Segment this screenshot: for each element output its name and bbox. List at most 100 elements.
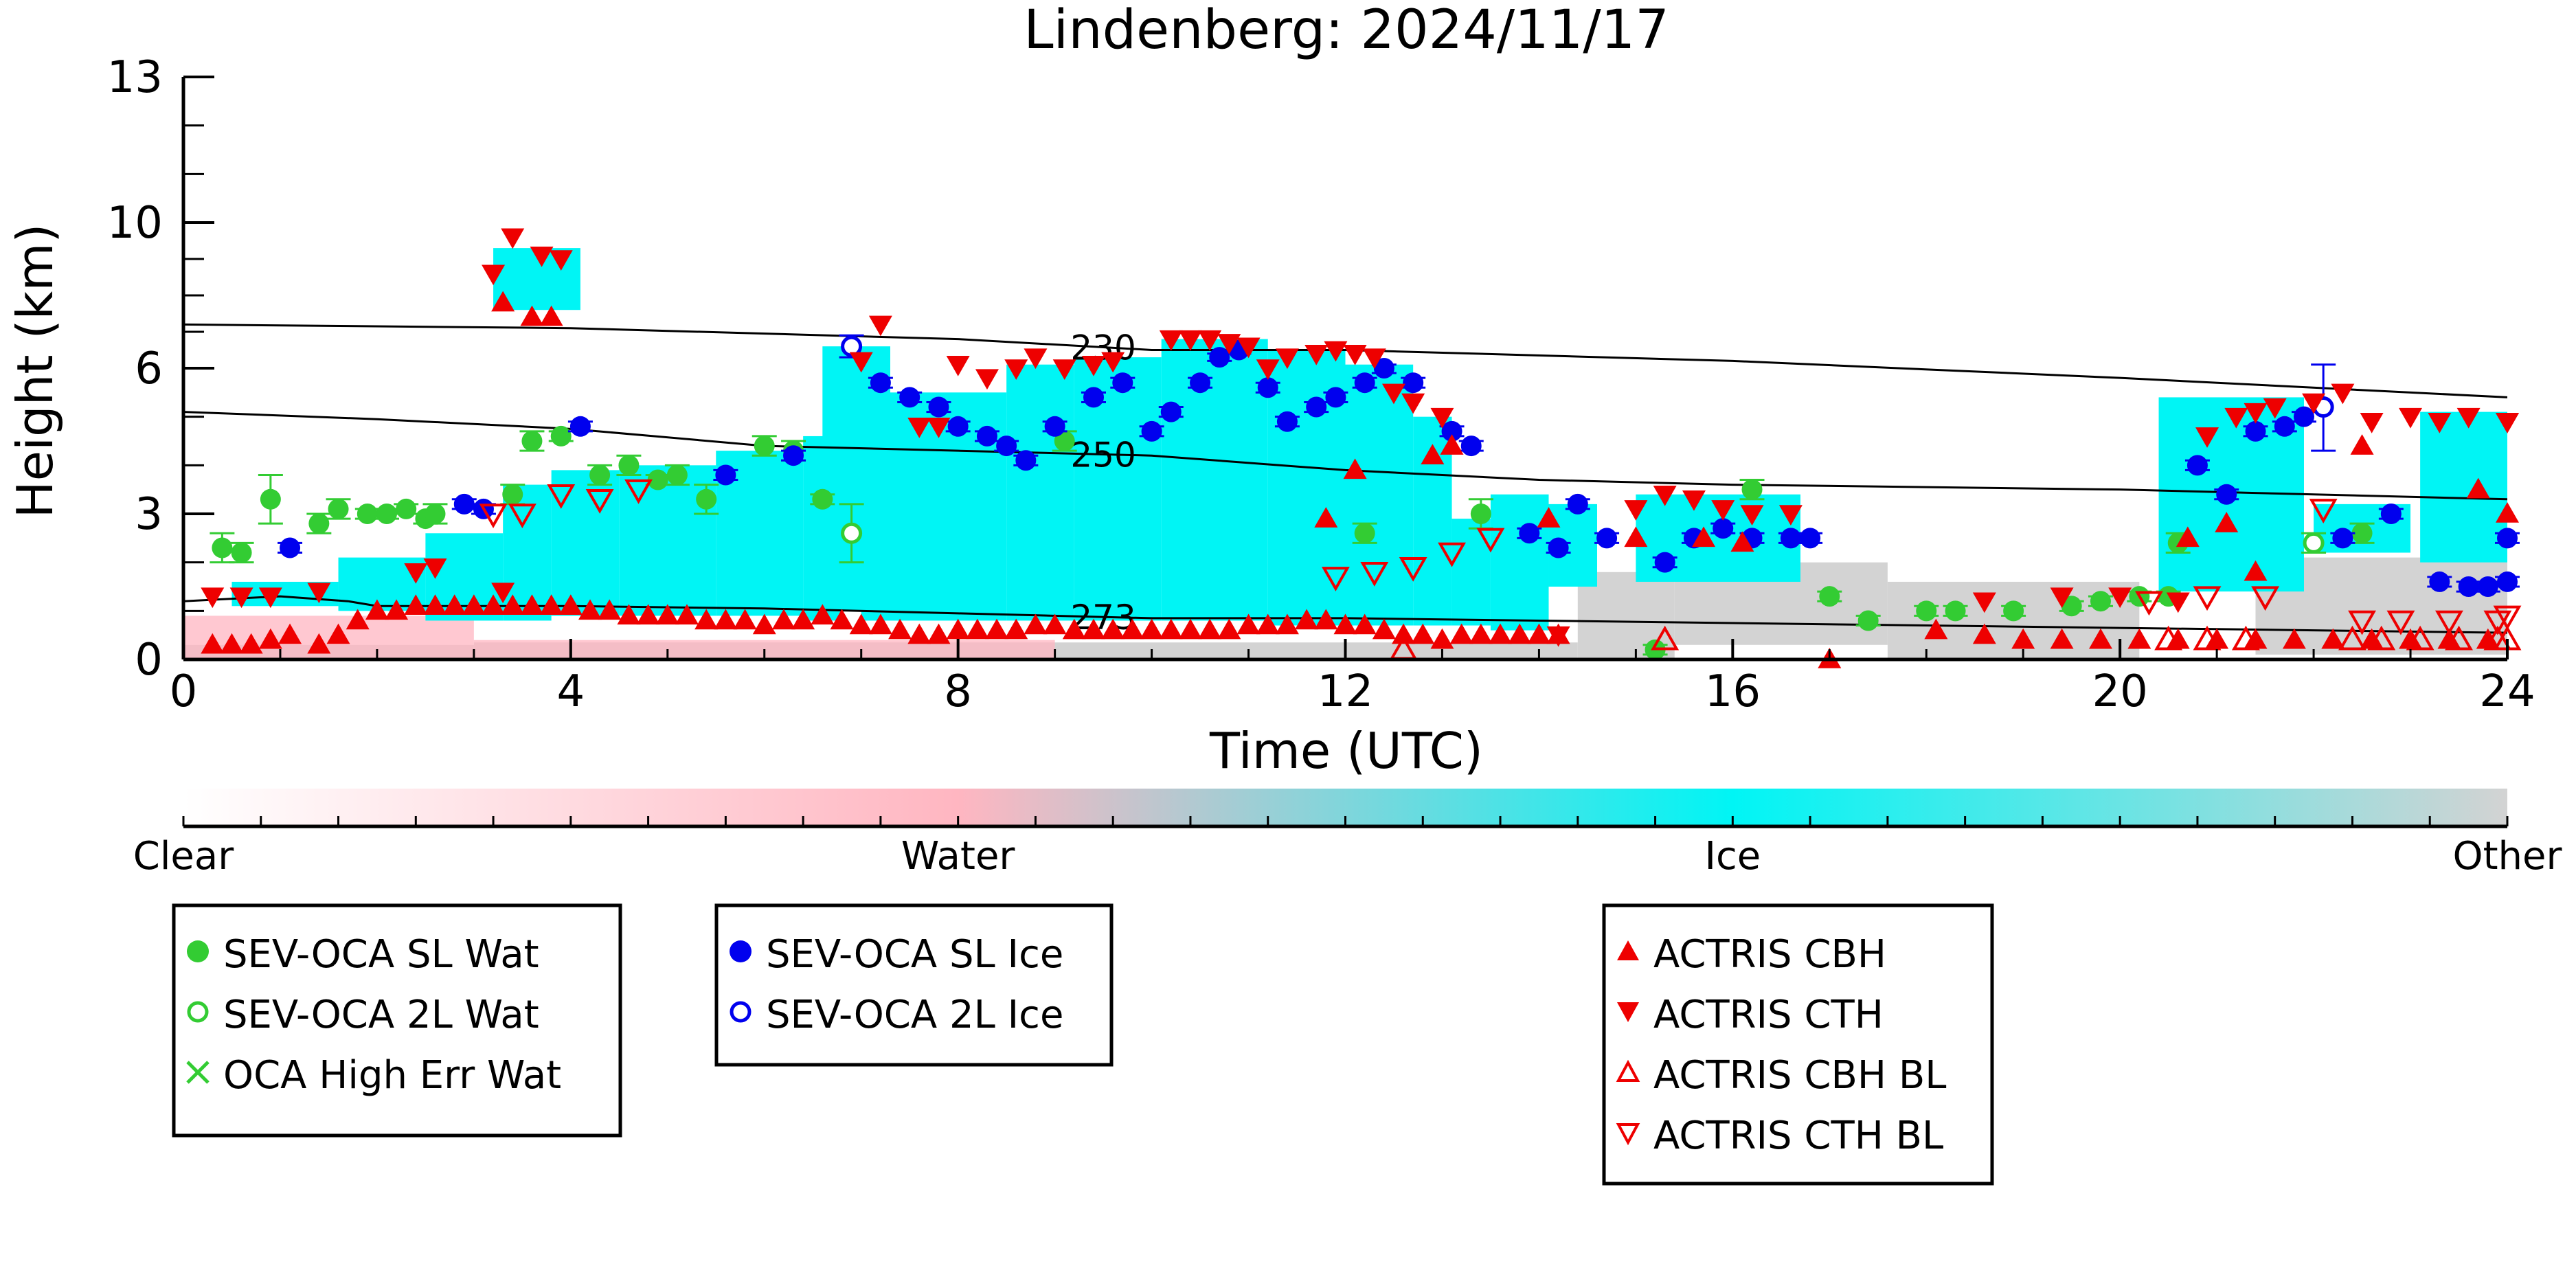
actris-cbh-point-55 [1275, 613, 1299, 635]
x-tick-label-0: 0 [170, 666, 198, 717]
actris-cbh-mark-2 [239, 633, 263, 654]
actris-cbh-point-91 [2282, 628, 2306, 649]
actris-cbh-mark-76 [1343, 458, 1367, 479]
actris-cbh-mark-93 [2360, 628, 2384, 649]
plot-axes: 0 4 8 12 16 20 24 0 3 6 10 13 [107, 52, 2535, 717]
actris-cbh-mark-75 [1314, 507, 1338, 528]
sev-oca-sl-ice-point-11 [994, 436, 1019, 457]
actris-cth-mark-19 [1082, 355, 1106, 376]
actris-cth-point-37 [1682, 490, 1706, 511]
actris-cth-mark-59 [491, 583, 515, 604]
sev-oca-sl-ice-point-6 [868, 372, 893, 394]
actris-cbh-mark-59 [1353, 613, 1377, 635]
actris-cth-point-40 [1778, 505, 1803, 526]
sev-oca-sl-wat-point-21 [1052, 430, 1077, 452]
sev-oca-sl-ice-point-40 [2184, 455, 2210, 476]
actris-cth-bl-point-14 [2434, 610, 2463, 635]
legend-actris-cth-bl-label: ACTRIS CTH BL [1653, 1114, 1943, 1158]
actris-cbh-mark-95 [2437, 628, 2461, 649]
actris-cbh-point-7 [346, 609, 370, 630]
actris-cbh-bl-mark-3 [2193, 625, 2222, 651]
actris-cth-bl-mark-7 [1476, 528, 1505, 553]
actris-cbh-point-15 [501, 594, 525, 615]
actris-cbh-mark-18 [558, 594, 583, 615]
sev-oca-sl-ice-point-29 [1458, 436, 1484, 457]
sev-oca-sl-ice-mark-50 [2497, 528, 2518, 549]
actris-cbh-point-72 [539, 305, 563, 326]
sev-oca-sl-ice-mark-46 [2380, 504, 2402, 524]
sev-oca-sl-wat-mark-28 [1916, 600, 1937, 622]
actris-cth-mark-46 [2224, 407, 2248, 429]
actris-cbh-mark-71 [520, 305, 544, 326]
actris-cbh-mark-28 [752, 613, 776, 635]
sev-oca-sl-ice-mark-24 [1325, 387, 1346, 408]
y-axis-label: Height (km) [6, 224, 64, 519]
actris-cbh-mark-9 [385, 599, 409, 620]
actris-cbh-mark-51 [1198, 618, 1222, 640]
phase-colorbar: Clear Water Ice Other [133, 789, 2562, 879]
x-tick-label-4: 4 [556, 666, 585, 717]
sev-oca-sl-ice-mark-31 [1548, 537, 1569, 558]
actris-cth-point-46 [2224, 407, 2248, 429]
x-tick-label-8: 8 [944, 666, 972, 717]
sev-oca-sl-ice-mark-33 [1596, 528, 1618, 549]
actris-cbh-point-100 [2350, 434, 2374, 455]
sev-oca-sl-wat-mark-11 [521, 431, 543, 451]
sev-oca-sl-ice-mark-7 [899, 387, 920, 408]
actris-cth-bl-mark-1 [585, 489, 614, 514]
sev-oca-sl-ice-mark-34 [1654, 552, 1675, 573]
actris-cth-point-3 [307, 583, 331, 604]
actris-cth-mark-23 [1198, 330, 1222, 351]
actris-cbh-point-85 [2050, 628, 2074, 649]
actris-cbh-bl-point-1 [1651, 625, 1680, 651]
actris-cbh-mark-26 [714, 609, 738, 630]
actris-cbh-point-90 [2244, 628, 2268, 649]
actris-cbh-mark-41 [1004, 618, 1028, 640]
actris-cbh-mark-60 [1372, 618, 1396, 640]
sev-oca-sl-ice-point-4 [713, 464, 738, 486]
actris-cbh-mark-37 [927, 623, 951, 644]
actris-cbh-point-20 [598, 599, 622, 620]
actris-cth-bl-mark-9 [2193, 586, 2222, 611]
legend-sev-oca-sl-ice-label: SEV-OCA SL Ice [766, 932, 1063, 977]
sev-oca-sl-ice-point-18 [1188, 372, 1213, 394]
contour-label-273: 273 [1070, 598, 1136, 637]
sev-oca-sl-ice-point-12 [1013, 450, 1039, 471]
actris-cth-point-35 [1624, 500, 1648, 521]
sev-oca-sl-wat-point-20 [810, 488, 835, 510]
actris-cbh-point-95 [2437, 628, 2461, 649]
sev-oca-sl-ice-point-3 [567, 416, 593, 437]
actris-cth-bl-point-11 [2309, 499, 2338, 523]
actris-cth-point-28 [1304, 345, 1329, 365]
cloud-field-ice-4 [551, 470, 620, 616]
actris-cbh-point-5 [307, 633, 331, 654]
cloud-phase-fields [183, 248, 2507, 659]
actris-cbh-mark-15 [501, 594, 525, 615]
sev-oca-sl-wat-point-5 [354, 504, 380, 524]
actris-cth-point-31 [1362, 348, 1386, 370]
sev-oca-sl-ice-mark-45 [2332, 528, 2353, 549]
sev-oca-sl-ice-mark-8 [928, 396, 949, 418]
sev-oca-sl-ice-point-16 [1139, 420, 1164, 442]
actris-cth-bl-mark-5 [1399, 556, 1427, 582]
actris-cbh-mark-35 [888, 618, 912, 640]
actris-cth-point-14 [946, 355, 970, 376]
actris-cbh-point-37 [927, 623, 951, 644]
sev-oca-sl-ice-mark-4 [715, 464, 736, 486]
sev-oca-sl-ice-mark-22 [1276, 411, 1298, 432]
actris-cbh-mark-19 [578, 599, 602, 620]
actris-cth-mark-43 [2108, 587, 2132, 609]
actris-cth-point-29 [1324, 341, 1348, 362]
actris-cbh-mark-67 [1508, 623, 1532, 644]
sev-oca-sl-wat-mark-6 [376, 504, 398, 524]
sev-oca-sl-wat-point-11 [519, 430, 545, 452]
sev-oca-sl-ice-mark-18 [1190, 372, 1211, 394]
actris-cbh-mark-16 [520, 594, 544, 615]
sev-oca-sl-ice-mark-19 [1209, 347, 1230, 368]
actris-cbh-mark-78 [1624, 526, 1648, 547]
actris-cth-mark-47 [2244, 403, 2268, 424]
actris-cbh-mark-43 [1043, 613, 1067, 635]
actris-cbh-mark-21 [617, 604, 641, 625]
legend-oca-high-err-wat-label: OCA High Err Wat [223, 1053, 561, 1098]
actris-cth-mark-14 [946, 355, 970, 376]
